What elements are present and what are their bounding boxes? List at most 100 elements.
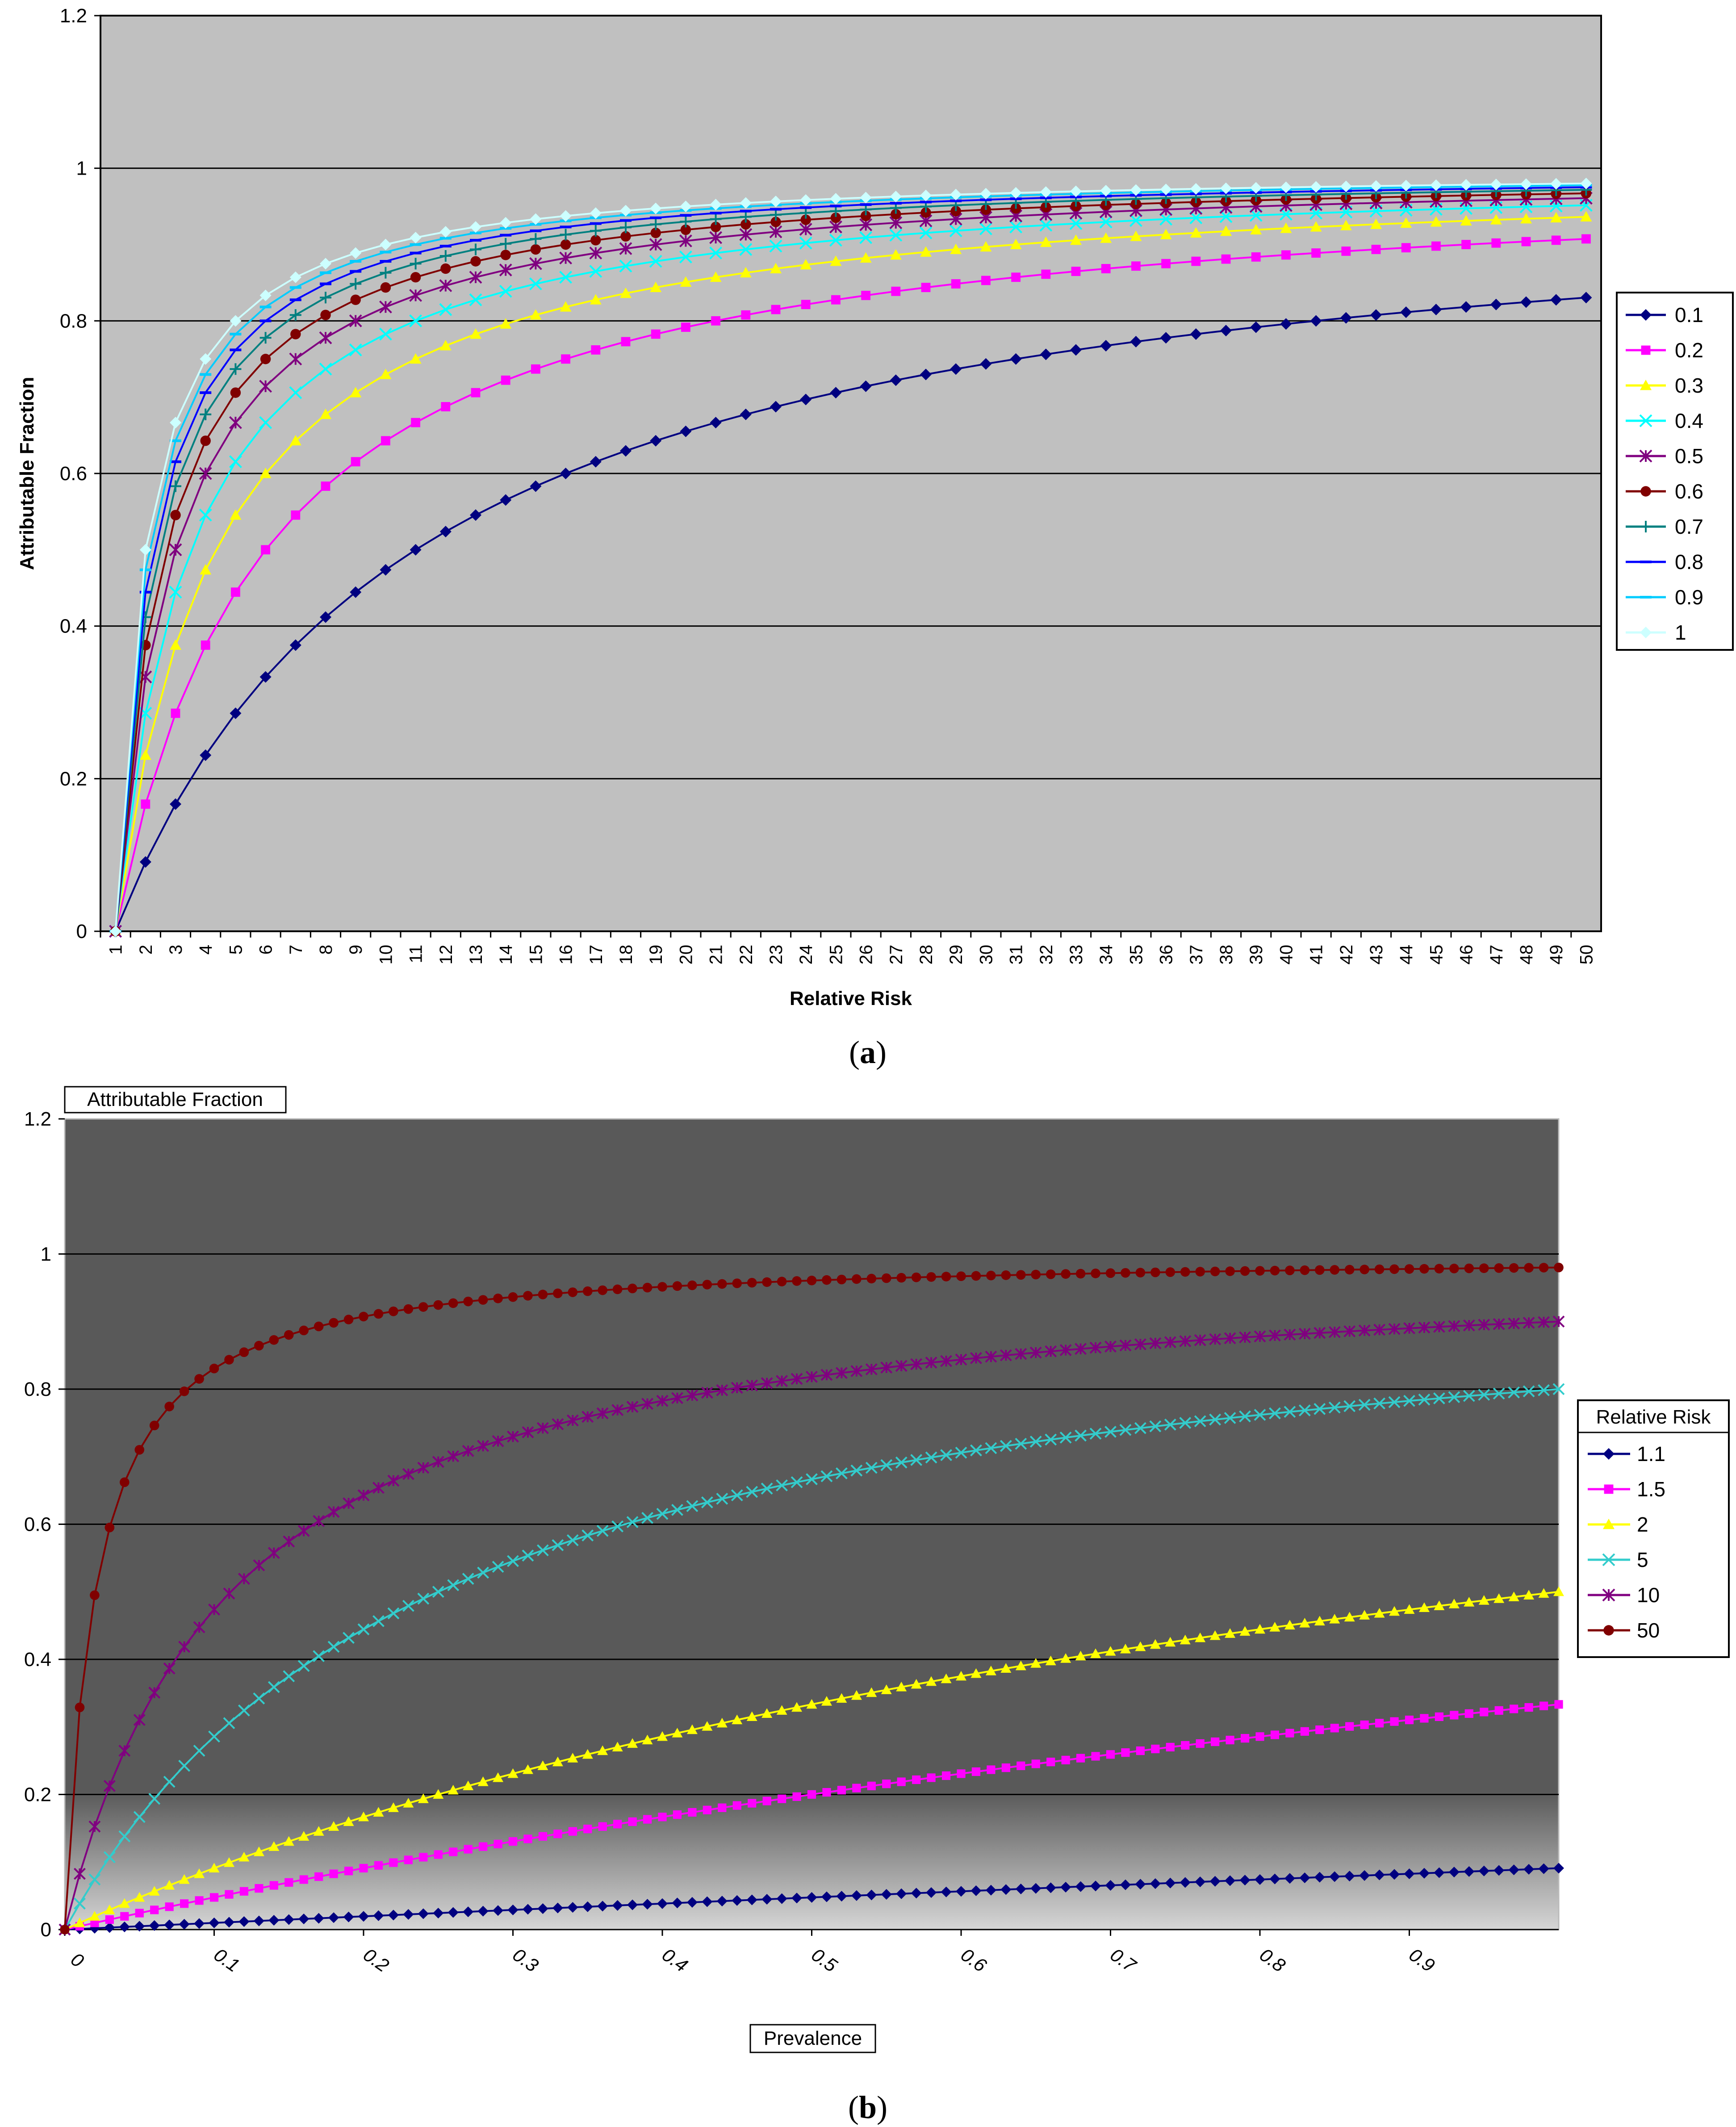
data-point — [1221, 254, 1231, 264]
data-point — [1240, 1266, 1250, 1276]
data-point — [626, 1516, 639, 1528]
data-point — [1508, 1317, 1520, 1330]
data-point — [478, 1295, 488, 1305]
data-point — [493, 1294, 503, 1303]
data-point — [1104, 1340, 1117, 1353]
data-point — [791, 1373, 803, 1385]
data-point — [597, 1745, 608, 1755]
data-point — [762, 1796, 771, 1805]
data-point — [1131, 261, 1141, 271]
data-point — [1001, 1270, 1011, 1280]
data-point — [835, 1367, 848, 1379]
data-point — [1580, 211, 1592, 222]
data-point — [567, 1753, 578, 1763]
data-point — [320, 292, 331, 304]
data-point — [866, 1889, 877, 1901]
data-point — [710, 271, 722, 282]
data-point — [1180, 1877, 1191, 1888]
legend-item: 0.1 — [1626, 303, 1703, 327]
data-point — [731, 1489, 743, 1502]
data-point — [761, 1377, 773, 1390]
data-point — [148, 1687, 161, 1699]
x-tick-label: 11 — [406, 945, 426, 963]
data-point — [711, 316, 720, 326]
data-point — [1553, 1863, 1564, 1874]
data-point — [209, 1918, 220, 1929]
y-tick-label: 1 — [41, 1244, 51, 1265]
data-point — [164, 1880, 175, 1890]
data-point — [559, 251, 573, 265]
data-point — [740, 408, 752, 420]
data-point — [1400, 217, 1412, 228]
data-point — [1015, 1884, 1026, 1895]
data-point — [329, 1318, 339, 1328]
data-point — [761, 1894, 773, 1905]
data-point — [1189, 211, 1203, 225]
data-point — [372, 1482, 385, 1494]
data-point — [687, 1280, 697, 1290]
data-point — [298, 1913, 310, 1925]
data-point — [1071, 267, 1081, 276]
x-tick-label: 18 — [616, 945, 636, 965]
x-tick-label: 23 — [766, 945, 786, 965]
x-tick-label: 28 — [916, 945, 936, 965]
data-point — [1401, 243, 1411, 253]
data-point — [1060, 1653, 1071, 1663]
data-point — [1075, 1343, 1087, 1355]
data-point — [1220, 225, 1232, 236]
data-point — [1551, 235, 1561, 245]
data-point — [1106, 1750, 1115, 1759]
data-point — [358, 1911, 369, 1922]
data-point — [940, 1449, 952, 1461]
x-tick-label: 42 — [1337, 945, 1356, 965]
legend-label: 2 — [1637, 1513, 1648, 1536]
data-point — [1330, 1265, 1340, 1275]
data-point — [343, 1497, 355, 1510]
data-point — [671, 1504, 683, 1516]
data-point — [861, 290, 870, 300]
data-point — [1134, 1422, 1146, 1434]
data-point — [986, 1270, 996, 1281]
data-point — [522, 1426, 534, 1438]
data-point — [1373, 1397, 1386, 1410]
data-point — [1160, 332, 1172, 344]
data-point — [1494, 1706, 1503, 1715]
x-tick-label: 2 — [136, 945, 156, 955]
data-point — [851, 1890, 862, 1901]
data-point — [688, 1808, 697, 1817]
data-point — [439, 339, 452, 351]
data-point — [1010, 239, 1022, 249]
data-point — [439, 226, 452, 238]
data-point — [1250, 182, 1262, 194]
data-point — [103, 1851, 116, 1863]
data-point — [762, 1277, 772, 1287]
data-point — [1240, 1734, 1250, 1743]
data-point — [1554, 1700, 1563, 1709]
data-point — [259, 289, 272, 301]
data-point — [746, 1486, 758, 1498]
data-point — [1493, 1865, 1505, 1876]
data-point — [830, 255, 842, 266]
legend-title-b: Relative Risk — [1596, 1406, 1711, 1428]
data-point — [627, 1738, 638, 1748]
data-point — [891, 286, 901, 296]
data-point — [253, 1846, 264, 1856]
data-point — [552, 1418, 564, 1430]
panel-label-a: (a) — [849, 1034, 887, 1070]
data-point — [926, 1676, 937, 1686]
data-point — [1195, 1876, 1206, 1888]
data-point — [866, 1273, 877, 1284]
data-point — [561, 354, 570, 364]
data-point — [163, 1662, 176, 1675]
data-point — [223, 1717, 235, 1729]
data-point — [1149, 1420, 1162, 1432]
data-point — [1388, 1323, 1401, 1335]
data-point — [1310, 181, 1322, 193]
data-point — [979, 222, 992, 235]
data-point — [1460, 301, 1472, 313]
legend-marker — [1641, 345, 1651, 355]
data-point — [1269, 1873, 1280, 1884]
data-point — [313, 1913, 324, 1924]
data-point — [801, 300, 811, 310]
y-tick-label: 1 — [76, 158, 87, 180]
